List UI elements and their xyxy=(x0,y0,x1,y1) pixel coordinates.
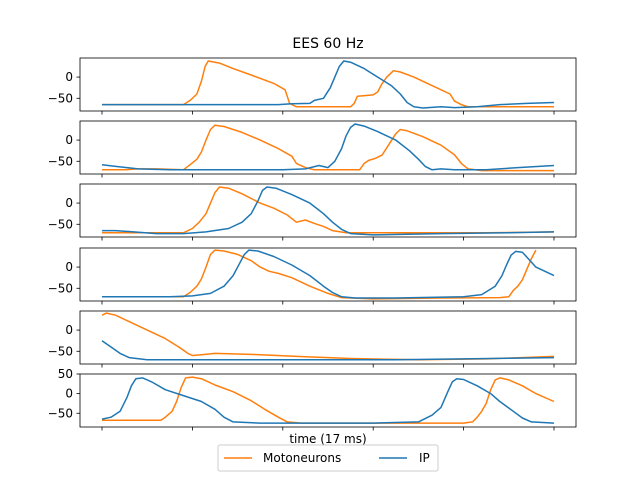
y-tick-label: 0 xyxy=(65,260,73,274)
series-line-ip xyxy=(102,249,555,299)
series-line-motoneurons xyxy=(102,186,555,234)
axes-frame xyxy=(79,247,577,302)
y-tick-label: 50 xyxy=(58,367,73,381)
subplot-2: 0 −50 xyxy=(48,120,577,178)
legend-label-ip: IP xyxy=(419,451,430,465)
series-line-motoneurons xyxy=(102,124,554,172)
y-tick-label: 0 xyxy=(65,387,73,401)
y-tick-label: 0 xyxy=(65,196,73,210)
series-line-motoneurons xyxy=(102,60,554,108)
axes-frame xyxy=(79,373,577,428)
subplot-3: 0 −50 xyxy=(48,183,577,241)
series-line-motoneurons xyxy=(102,376,555,424)
subplot-4: 0 −50 xyxy=(48,247,577,305)
y-tick-label: −50 xyxy=(48,154,73,168)
series-line-ip xyxy=(102,60,555,109)
y-tick-label: 0 xyxy=(65,133,73,147)
series-line-ip xyxy=(101,123,555,171)
x-axis-label: time (17 ms) xyxy=(289,432,366,446)
chart-title: EES 60 Hz xyxy=(292,36,363,52)
series-line-motoneurons xyxy=(102,249,537,300)
subplot-5: 0 −50 xyxy=(48,310,577,368)
y-tick-label: −50 xyxy=(48,344,73,358)
series-line-motoneurons xyxy=(101,312,555,361)
y-tick-label: −50 xyxy=(48,406,73,420)
y-tick-label: −50 xyxy=(48,217,73,231)
axes-frame xyxy=(79,183,577,238)
y-tick-label: −50 xyxy=(48,91,73,105)
subplots: 0 −50 0 −50 0 −50 0 −50 0 −50 50 0 −50 xyxy=(48,57,577,431)
series-line-ip xyxy=(101,340,555,361)
axes-frame xyxy=(79,310,577,365)
y-tick-label: 0 xyxy=(65,323,73,337)
axes-frame xyxy=(79,120,577,175)
series-line-ip xyxy=(101,377,555,424)
series-line-ip xyxy=(102,186,555,236)
y-tick-label: 0 xyxy=(65,70,73,84)
subplot-6: 50 0 −50 xyxy=(48,367,577,431)
legend-box xyxy=(217,444,439,472)
subplot-1: 0 −50 xyxy=(48,57,577,115)
y-tick-label: −50 xyxy=(48,281,73,295)
legend-label-motoneurons: Motoneurons xyxy=(263,451,341,465)
axes-frame xyxy=(79,57,577,112)
legend: Motoneurons IP xyxy=(217,444,439,472)
